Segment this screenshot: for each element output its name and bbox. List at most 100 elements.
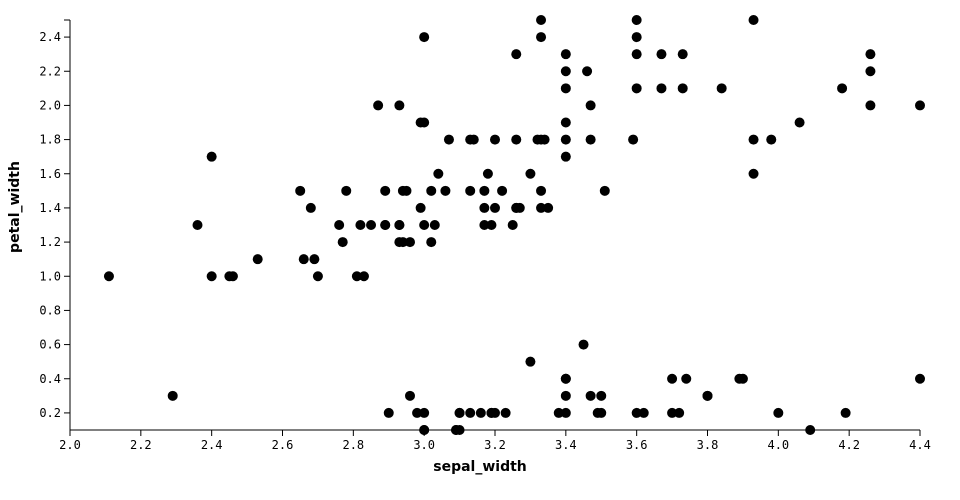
data-point — [355, 220, 366, 230]
data-point — [748, 134, 759, 145]
data-point — [479, 220, 490, 230]
data-point — [865, 49, 876, 60]
data-point — [514, 202, 525, 213]
data-point — [383, 407, 394, 418]
data-point — [341, 185, 352, 196]
data-point — [631, 83, 642, 94]
x-tick: 2.8 — [342, 430, 364, 452]
data-point — [206, 151, 217, 162]
data-point — [334, 220, 345, 230]
data-point — [560, 66, 571, 77]
y-tick-label: 1.0 — [39, 269, 61, 283]
x-tick: 4.2 — [838, 430, 860, 452]
y-tick-label: 0.8 — [39, 303, 61, 317]
data-point — [482, 168, 493, 179]
data-point — [631, 49, 642, 60]
data-point — [394, 220, 405, 230]
data-point — [426, 237, 437, 248]
x-tick-label: 3.2 — [484, 438, 506, 452]
data-point — [656, 49, 667, 60]
data-point — [426, 185, 437, 196]
y-tick-label: 0.4 — [39, 372, 61, 386]
data-point — [206, 271, 217, 282]
x-tick-label: 2.8 — [342, 438, 364, 452]
data-point — [490, 202, 500, 213]
data-point — [585, 100, 596, 111]
x-axis-label: sepal_width — [433, 459, 527, 475]
y-tick: 1.2 — [39, 235, 70, 249]
y-tick: 0.4 — [39, 372, 70, 386]
y-axis: 0.2 0.4 0.6 0.8 1.0 1.2 1.4 1.6 1.8 2.0 2.2 2.4 — [39, 19, 71, 430]
x-tick: 3.2 — [484, 430, 506, 452]
data-point — [631, 32, 642, 43]
x-tick-label: 2.4 — [201, 438, 223, 452]
data-point — [543, 202, 554, 213]
data-point — [667, 407, 678, 418]
data-point — [585, 390, 596, 401]
data-point — [394, 100, 405, 111]
y-tick: 2.0 — [39, 98, 70, 112]
data-point — [497, 185, 508, 196]
y-tick: 0.2 — [39, 406, 70, 420]
data-point — [631, 407, 642, 418]
data-points — [103, 15, 925, 435]
data-point — [560, 117, 571, 128]
data-point — [103, 271, 114, 282]
data-point — [337, 237, 348, 248]
data-point — [419, 407, 430, 418]
data-point — [773, 407, 784, 418]
data-point — [401, 185, 412, 196]
data-point — [525, 356, 536, 367]
data-point — [429, 220, 440, 230]
data-point — [805, 425, 816, 435]
data-point — [656, 83, 667, 94]
data-point — [415, 202, 426, 213]
x-tick: 3.6 — [626, 430, 648, 452]
y-tick-label: 2.0 — [39, 98, 61, 112]
y-tick-label: 0.2 — [39, 406, 61, 420]
data-point — [295, 185, 306, 196]
data-point — [412, 407, 423, 418]
data-point — [500, 407, 511, 418]
data-point — [702, 390, 713, 401]
data-point — [599, 185, 610, 196]
data-point — [560, 134, 571, 145]
data-point — [373, 100, 384, 111]
data-point — [507, 220, 518, 230]
data-point — [475, 407, 486, 418]
data-point — [490, 407, 500, 418]
data-point — [312, 271, 323, 282]
x-tick-label: 2.0 — [59, 438, 81, 452]
y-tick-label: 1.4 — [39, 201, 61, 215]
data-point — [794, 117, 805, 128]
data-point — [358, 271, 369, 282]
data-point — [837, 83, 848, 94]
data-point — [525, 168, 536, 179]
data-point — [748, 168, 759, 179]
data-point — [560, 151, 571, 162]
data-point — [468, 134, 479, 145]
data-point — [511, 134, 522, 145]
y-tick: 2.4 — [39, 30, 70, 44]
data-point — [227, 271, 238, 282]
x-tick: 4.0 — [767, 430, 789, 452]
data-point — [915, 100, 925, 111]
data-point — [380, 185, 391, 196]
data-point — [419, 117, 430, 128]
x-tick-label: 4.4 — [909, 438, 931, 452]
data-point — [351, 271, 362, 282]
data-point — [915, 373, 925, 384]
data-point — [560, 83, 571, 94]
data-point — [419, 425, 430, 435]
data-point — [252, 254, 263, 265]
x-tick-label: 3.8 — [697, 438, 719, 452]
data-point — [511, 49, 522, 60]
data-point — [298, 254, 309, 265]
data-point — [305, 202, 316, 213]
data-point — [596, 407, 607, 418]
data-point — [454, 407, 465, 418]
y-tick: 0.8 — [39, 303, 70, 317]
data-point — [667, 373, 678, 384]
data-point — [536, 32, 547, 43]
